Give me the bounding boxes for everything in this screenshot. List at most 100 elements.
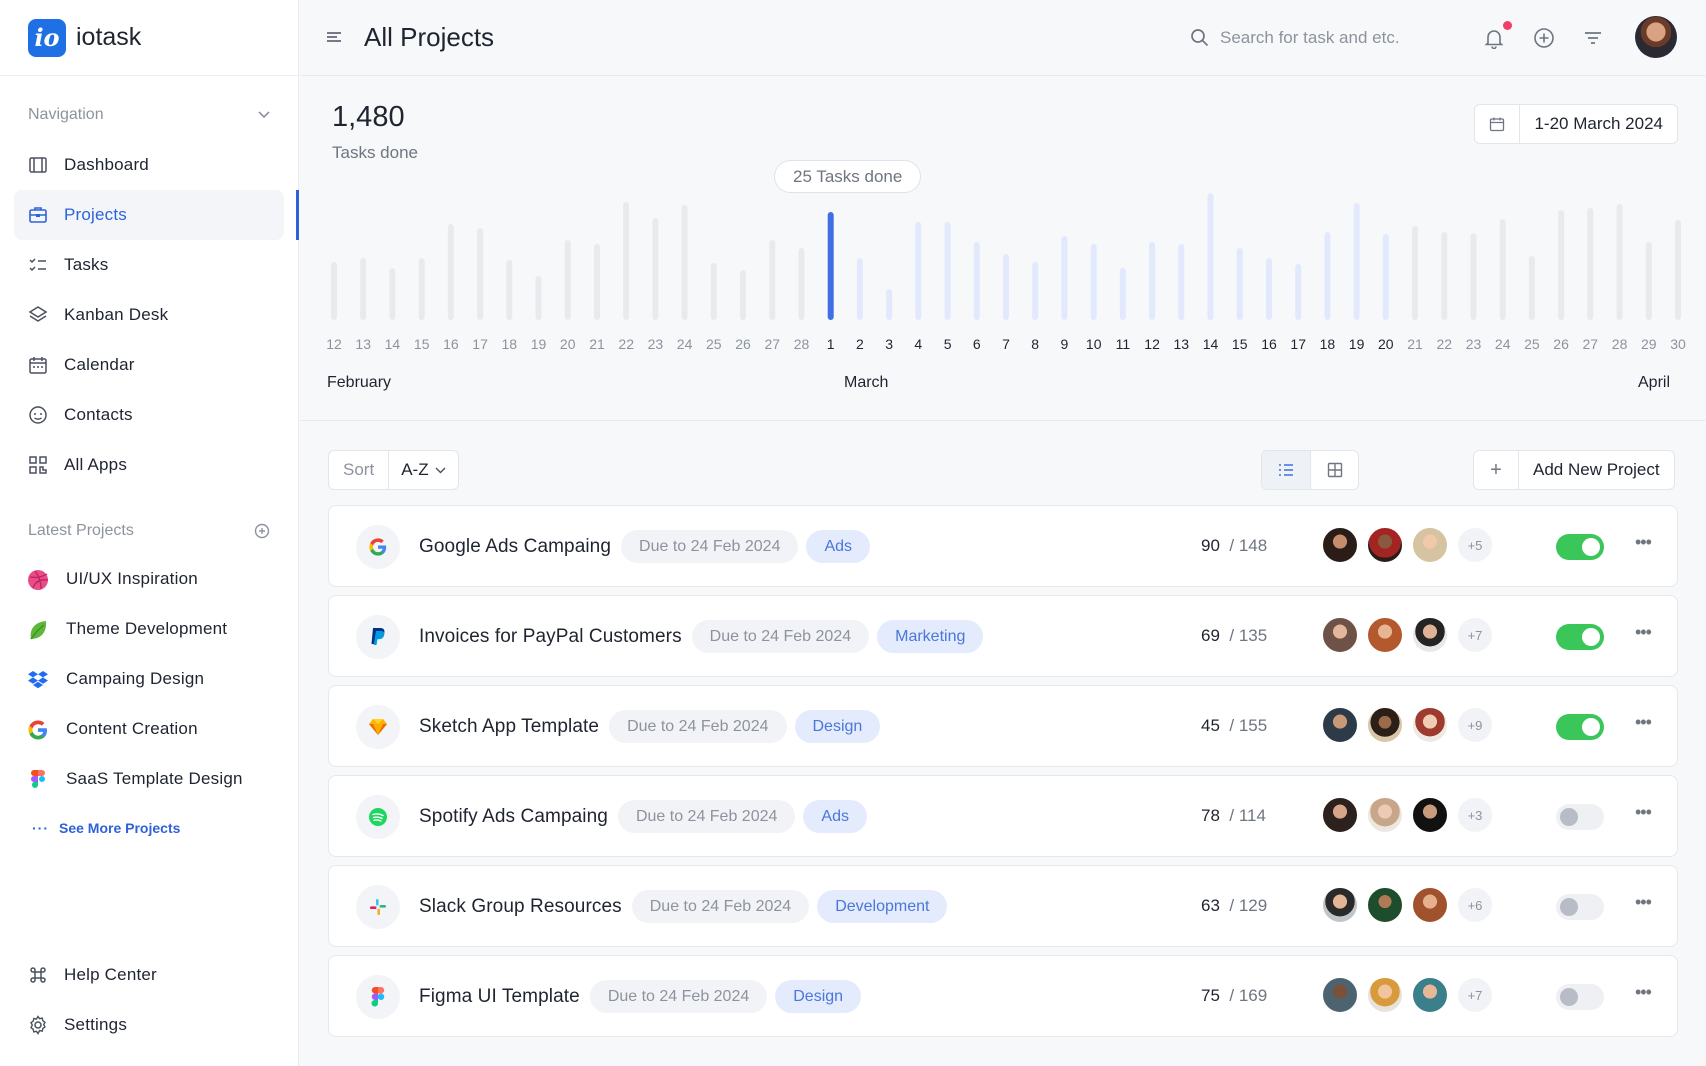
chart-bar[interactable] [1178, 244, 1185, 320]
chart-bar[interactable] [798, 248, 805, 320]
chart-bar[interactable] [1470, 233, 1477, 320]
sidebar-project-uiux[interactable]: UI/UX Inspiration [0, 554, 298, 604]
add-circle-icon[interactable] [1533, 27, 1555, 49]
project-title[interactable]: Sketch App Template [419, 715, 600, 737]
menu-icon[interactable] [326, 31, 342, 43]
project-row[interactable]: Sketch App Template Due to 24 Feb 2024 D… [328, 685, 1678, 767]
chart-bar[interactable] [477, 228, 484, 320]
brand[interactable]: io iotask [0, 0, 298, 76]
project-status-toggle[interactable] [1556, 714, 1604, 740]
sidebar-project-campaing[interactable]: Campaing Design [0, 654, 298, 704]
member-avatars[interactable]: +9 [1321, 706, 1501, 744]
chart-bar[interactable] [1003, 254, 1009, 320]
project-row[interactable]: Spotify Ads Campaing Due to 24 Feb 2024 … [328, 775, 1678, 857]
add-circle-icon[interactable] [254, 523, 270, 539]
sidebar-item-tasks[interactable]: Tasks [14, 240, 284, 290]
project-title[interactable]: Invoices for PayPal Customers [419, 625, 682, 647]
project-row[interactable]: Google Ads Campaing Due to 24 Feb 2024 A… [328, 505, 1678, 587]
sidebar-item-dashboard[interactable]: Dashboard [14, 140, 284, 190]
chart-bar[interactable] [710, 263, 717, 320]
member-avatars[interactable]: +3 [1321, 796, 1501, 834]
chart-bar[interactable] [1587, 208, 1594, 320]
project-status-toggle[interactable] [1556, 534, 1604, 560]
sort-value[interactable]: A-Z [389, 451, 457, 489]
chart-bar[interactable] [389, 268, 396, 320]
chart-bar[interactable] [1382, 234, 1389, 320]
bell-icon[interactable] [1483, 27, 1505, 49]
chart-bar[interactable] [535, 276, 542, 320]
chart-bar[interactable] [1149, 242, 1156, 320]
chart-bar[interactable] [1061, 236, 1068, 320]
chart-bar[interactable] [1558, 210, 1565, 320]
chart-bar[interactable] [1207, 193, 1214, 320]
chevron-down-icon[interactable] [258, 111, 270, 119]
sidebar-item-settings[interactable]: Settings [14, 1000, 284, 1050]
chart-bar[interactable] [594, 244, 600, 320]
chart-bar[interactable] [915, 222, 922, 320]
chart-bar[interactable] [652, 218, 659, 320]
chart-bar[interactable] [1353, 203, 1360, 320]
project-status-toggle[interactable] [1556, 894, 1604, 920]
chart-bar[interactable] [681, 205, 688, 320]
chart-bar[interactable] [1295, 264, 1302, 320]
sidebar-project-theme[interactable]: Theme Development [0, 604, 298, 654]
more-options-icon[interactable]: ••• [1635, 712, 1652, 732]
category-tag[interactable]: Marketing [877, 620, 984, 653]
category-tag[interactable]: Design [794, 710, 881, 743]
chart-bar[interactable] [623, 202, 630, 320]
filter-icon[interactable] [1582, 27, 1604, 49]
member-avatars[interactable]: +7 [1321, 616, 1501, 654]
chart-bar[interactable] [1616, 204, 1623, 320]
search-input[interactable] [1220, 24, 1440, 52]
project-status-toggle[interactable] [1556, 624, 1604, 650]
sidebar-item-contacts[interactable]: Contacts [14, 390, 284, 440]
chart-bar[interactable] [1528, 256, 1535, 320]
chart-bar[interactable] [1412, 226, 1418, 320]
more-options-icon[interactable]: ••• [1635, 892, 1652, 912]
member-avatars[interactable]: +6 [1321, 886, 1501, 924]
project-row[interactable]: Figma UI Template Due to 24 Feb 2024 Des… [328, 955, 1678, 1037]
chart-bar[interactable] [1675, 220, 1681, 320]
sidebar-item-help[interactable]: Help Center [14, 950, 284, 1000]
project-title[interactable]: Spotify Ads Campaing [419, 805, 608, 827]
project-status-toggle[interactable] [1556, 804, 1604, 830]
chart-bar[interactable] [447, 224, 454, 320]
sidebar-item-projects[interactable]: Projects [14, 190, 284, 240]
chart-bar[interactable] [973, 242, 980, 320]
chart-bar[interactable] [827, 212, 834, 320]
add-new-project-button[interactable]: + Add New Project [1473, 450, 1675, 490]
chart-bar[interactable] [944, 222, 951, 320]
category-tag[interactable]: Development [817, 890, 948, 923]
category-tag[interactable]: Design [775, 980, 862, 1013]
more-options-icon[interactable]: ••• [1635, 532, 1652, 552]
nav-section-header[interactable]: Navigation [0, 102, 298, 128]
category-tag[interactable]: Ads [803, 800, 867, 833]
chart-bar[interactable] [886, 289, 893, 320]
user-avatar[interactable] [1635, 16, 1677, 58]
sort-dropdown[interactable]: Sort A-Z [328, 450, 459, 490]
see-more-projects-link[interactable]: ··· See More Projects [0, 808, 298, 848]
project-title[interactable]: Figma UI Template [419, 985, 580, 1007]
chart-bar[interactable] [418, 258, 425, 320]
grid-view-button[interactable] [1310, 451, 1358, 489]
chart-bar[interactable] [360, 258, 367, 320]
project-title[interactable]: Google Ads Campaing [419, 535, 612, 557]
chart-bar[interactable] [1266, 258, 1272, 320]
category-tag[interactable]: Ads [806, 530, 871, 563]
chart-bar[interactable] [769, 240, 776, 320]
chart-bar[interactable] [1119, 268, 1126, 320]
member-avatars[interactable]: +7 [1321, 976, 1501, 1014]
sidebar-item-calendar[interactable]: Calendar [14, 340, 284, 390]
chart-bar[interactable] [1499, 219, 1506, 320]
chart-bar[interactable] [1236, 248, 1243, 320]
chart-bar[interactable] [564, 240, 571, 320]
sidebar-item-kanban[interactable]: Kanban Desk [14, 290, 284, 340]
date-range-picker[interactable]: 1-20 March 2024 [1474, 104, 1678, 144]
sidebar-item-all-apps[interactable]: All Apps [14, 440, 284, 490]
chart-bar[interactable] [506, 260, 513, 320]
more-options-icon[interactable]: ••• [1635, 982, 1652, 1002]
chart-bar[interactable] [1032, 262, 1039, 320]
chart-bar[interactable] [856, 258, 863, 320]
sidebar-project-saas[interactable]: SaaS Template Design [0, 754, 298, 804]
chart-bar[interactable] [1324, 232, 1331, 320]
